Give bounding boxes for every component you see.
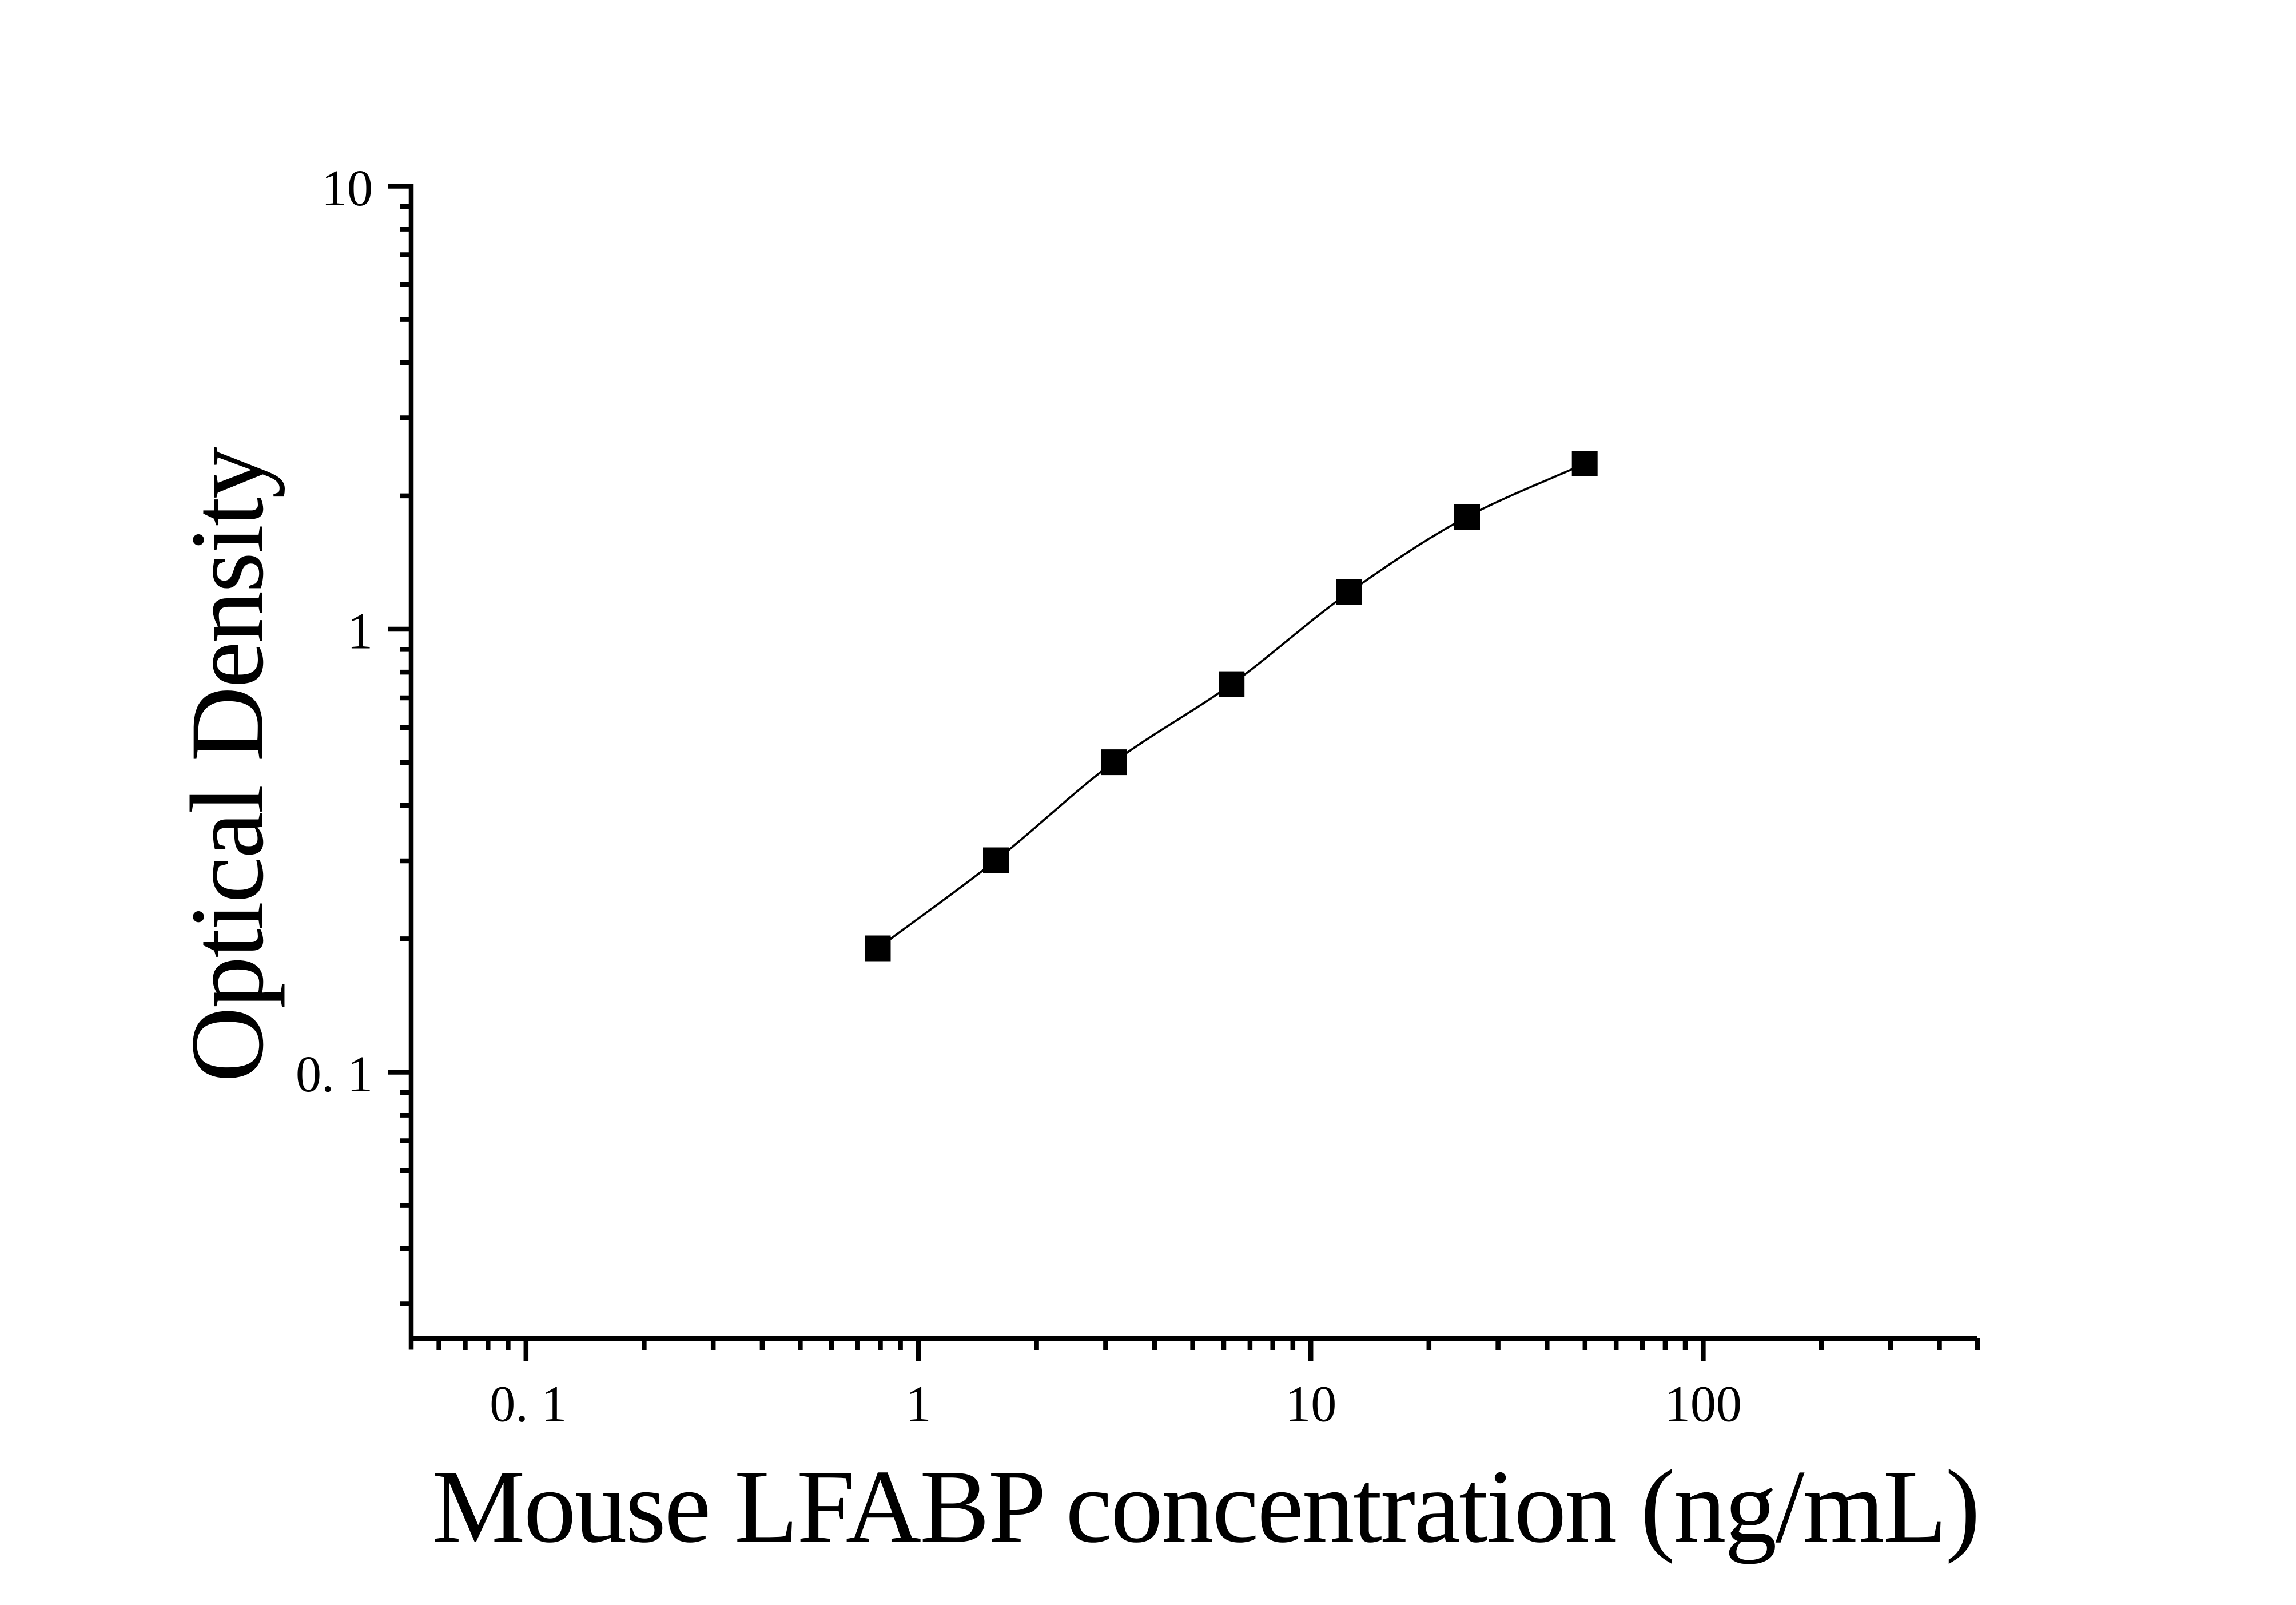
svg-text:10: 10 — [321, 160, 373, 217]
svg-text:10: 10 — [1285, 1376, 1336, 1433]
svg-text:100: 100 — [1665, 1376, 1742, 1433]
svg-text:1: 1 — [347, 603, 373, 660]
svg-text:1: 1 — [906, 1376, 932, 1433]
svg-text:Mouse LFABP concentration (ng/: Mouse LFABP concentration (ng/mL) — [432, 1448, 1979, 1564]
svg-text:Optical Density: Optical Density — [169, 447, 285, 1082]
svg-text:0. 1: 0. 1 — [296, 1046, 373, 1103]
svg-text:0. 1: 0. 1 — [490, 1376, 567, 1433]
